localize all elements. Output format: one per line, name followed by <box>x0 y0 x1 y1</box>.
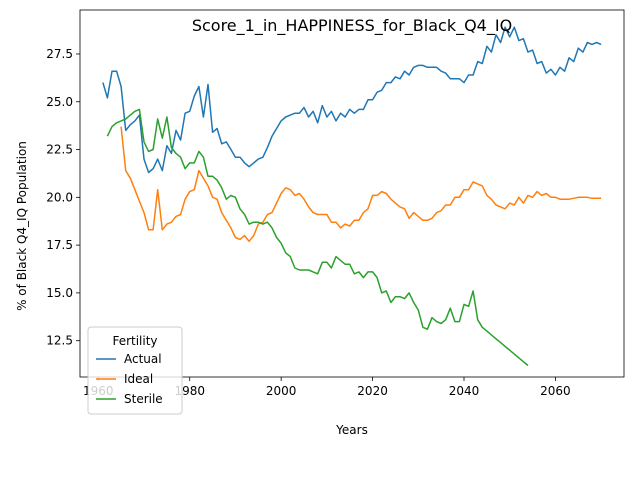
legend-entries: Actual Ideal Sterile <box>96 352 163 406</box>
y-tick-label: 25.0 <box>46 95 73 109</box>
legend: Fertility Actual Ideal Sterile <box>87 326 183 415</box>
series-line-ideal <box>120 126 602 243</box>
y-tick-label: 27.5 <box>46 47 73 61</box>
x-tick-label: 2000 <box>266 384 297 398</box>
axes-frame <box>79 9 625 378</box>
legend-label-sterile: Sterile <box>124 392 163 406</box>
legend-label-ideal: Ideal <box>124 372 153 386</box>
x-tick-label: 2020 <box>357 384 388 398</box>
x-axis-ticks: 196019802000202020402060 <box>83 377 571 398</box>
legend-title: Fertility <box>112 334 157 348</box>
y-tick-label: 17.5 <box>46 238 73 252</box>
plot-area <box>102 26 602 367</box>
y-tick-label: 15.0 <box>46 286 73 300</box>
x-tick-label: 2040 <box>449 384 480 398</box>
y-axis-label: % of Black Q4_IQ Population <box>15 141 29 311</box>
series-line-actual <box>102 26 602 174</box>
series-line-sterile <box>106 108 529 367</box>
legend-label-actual: Actual <box>124 352 162 366</box>
y-axis-ticks: 12.5 15.0 17.5 20.0 22.5 25.0 27.5 <box>46 47 80 348</box>
x-axis-label: Years <box>335 423 368 437</box>
y-tick-label: 22.5 <box>46 143 73 157</box>
x-tick-label: 2060 <box>540 384 571 398</box>
legend-frame <box>87 326 183 415</box>
y-tick-label: 20.0 <box>46 190 73 204</box>
y-tick-label: 12.5 <box>46 334 73 348</box>
chart-title: Score_1_in_HAPPINESS_for_Black_Q4_IQ <box>192 16 512 36</box>
